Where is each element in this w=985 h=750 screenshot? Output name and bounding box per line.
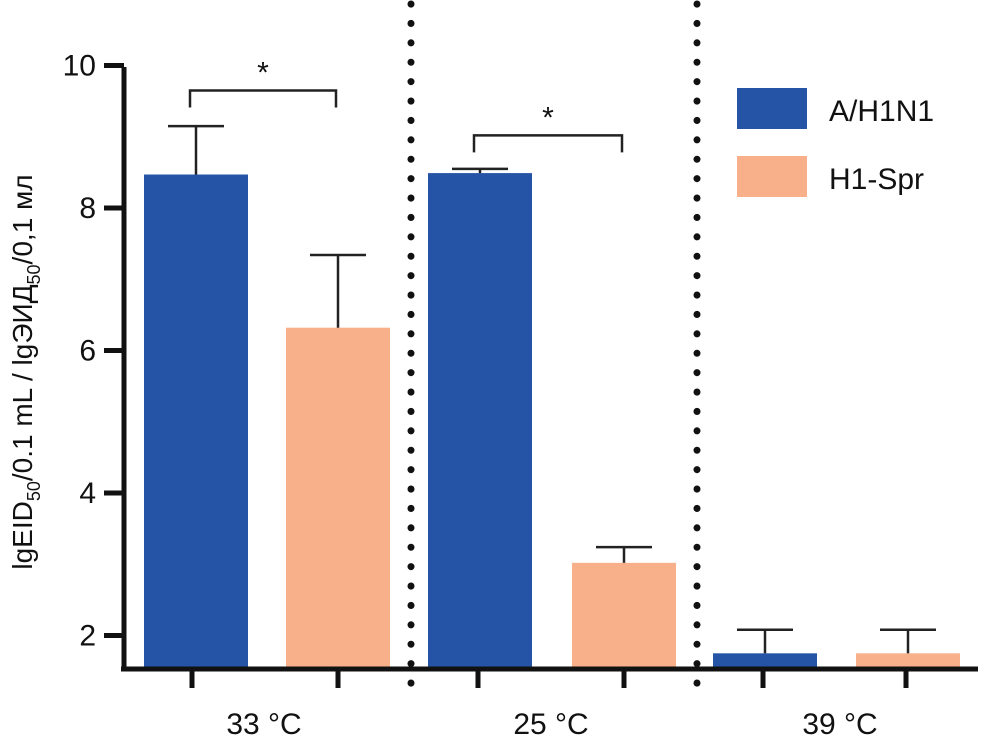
bar-h1-spr-1 [572, 562, 676, 667]
legend-label-h1-spr: H1-Spr [829, 163, 924, 196]
legend-label-a-h1n1: A/H1N1 [829, 95, 934, 128]
axes [121, 67, 978, 672]
legend: A/H1N1 H1-Spr [737, 88, 934, 197]
y-tick-label-2: 2 [79, 620, 96, 653]
legend-swatch-h1-spr [737, 156, 807, 197]
y-ticks: 2 4 6 8 10 [63, 50, 124, 653]
x-category-label-0: 33 °C [226, 708, 301, 741]
bars-layer [144, 173, 960, 667]
significance-label-1: * [542, 101, 554, 134]
y-tick-label-8: 8 [79, 192, 96, 225]
bar-h1-spr-2 [856, 653, 960, 667]
y-axis-label-part2: /0.1 mL / lgЭИД [7, 284, 38, 481]
y-tick-label-10: 10 [63, 50, 96, 83]
bar-h1-spr-0 [286, 327, 390, 667]
bar-a-h1n1-2 [713, 653, 817, 667]
x-category-label-1: 25 °C [513, 708, 588, 741]
group-separators [407, 0, 701, 692]
bar-a-h1n1-0 [144, 174, 248, 667]
bar-a-h1n1-1 [428, 173, 532, 667]
significance-bracket-0 [188, 89, 338, 108]
y-axis-label: lgEID50/0.1 mL / lgЭИД50/0,1 мл [7, 174, 44, 569]
x-category-label-2: 39 °C [802, 708, 877, 741]
legend-swatch-a-h1n1 [737, 88, 807, 129]
y-axis-label-sub1: 50 [24, 481, 44, 501]
y-tick-label-4: 4 [79, 477, 96, 510]
error-bars-layer [168, 124, 936, 654]
y-tick-label-6: 6 [79, 335, 96, 368]
significance-brackets: ** [188, 56, 624, 153]
x-ticks: 33 °C 25 °C 39 °C [189, 669, 909, 741]
y-axis-label-part1: lgEID [7, 501, 38, 569]
significance-bracket-1 [472, 134, 624, 153]
y-axis-label-sub2: 50 [24, 264, 44, 284]
significance-label-0: * [257, 56, 269, 89]
y-axis-label-part3: /0,1 мл [7, 174, 38, 264]
